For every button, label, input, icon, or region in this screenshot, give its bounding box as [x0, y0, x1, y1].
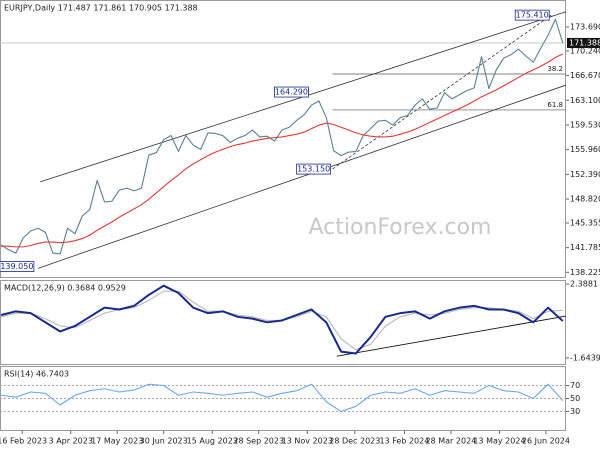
- annotation-label: 164.290: [275, 88, 308, 97]
- x-tick-label: 3 Apr 2023: [49, 437, 93, 446]
- x-tick-label: 28 Dec 2023: [329, 437, 380, 446]
- watermark: ActionForex.com: [309, 215, 492, 240]
- panel-title: RSI(14) 46.7403: [4, 370, 69, 379]
- fib-label: 38.2: [547, 65, 563, 73]
- y-tick-label: 173.690: [570, 23, 600, 32]
- x-tick-label: 28 Sep 2023: [233, 437, 284, 446]
- panel-frame: [0, 0, 566, 278]
- x-tick-label: 15 Aug 2023: [187, 437, 238, 446]
- annotation-label: 153.150: [297, 165, 330, 174]
- series-line: [0, 284, 564, 355]
- annotation-box: [274, 86, 309, 98]
- last-price-box: [567, 37, 600, 48]
- x-tick-label: 13 Feb 2024: [380, 437, 430, 446]
- x-tick-label: 26 Jun 2024: [522, 437, 570, 446]
- series-line: [0, 18, 564, 255]
- y-tick-label: 50: [570, 394, 580, 403]
- y-tick-label: 141.785: [570, 243, 600, 252]
- x-tick-label: 28 Mar 2024: [426, 437, 477, 446]
- x-tick-label: 13 May 2024: [473, 437, 525, 446]
- last-price-label: 171.388: [569, 38, 600, 47]
- y-tick-label: 70: [570, 381, 580, 390]
- annotation-box: [514, 9, 550, 21]
- x-tick-label: 30 Jun 2023: [140, 437, 188, 446]
- panel-frame: [0, 280, 566, 365]
- annotation-box: [296, 163, 332, 175]
- y-tick-label: -1.6439: [570, 353, 600, 362]
- annotation-label: 175.410: [516, 11, 549, 20]
- y-tick-label: 163.100: [570, 96, 600, 105]
- series-line: [1, 53, 564, 248]
- series-line: [0, 383, 564, 413]
- y-tick-label: 166.670: [570, 71, 600, 80]
- y-tick-label: 30: [570, 407, 580, 416]
- x-tick-label: 16 Feb 2023: [0, 437, 47, 446]
- y-tick-label: 138.225: [570, 268, 600, 277]
- panel-title: EURJPY,Daily 171.487 171.861 170.905 171…: [4, 4, 198, 13]
- y-tick-label: 145.355: [570, 218, 600, 227]
- trend-line: [336, 315, 567, 357]
- panel-title: MACD(12,26,9) 0.3684 0.9529: [4, 284, 126, 293]
- y-tick-label: 155.960: [570, 145, 600, 154]
- channel-line: [37, 84, 567, 269]
- y-tick-label: 152.390: [570, 170, 600, 179]
- y-tick-label: 148.820: [570, 195, 600, 204]
- y-tick-label: 2.3881: [570, 280, 598, 289]
- annotation-box: [0, 261, 35, 272]
- y-tick-label: 159.530: [570, 120, 600, 129]
- x-tick-label: 17 May 2023: [91, 437, 143, 446]
- annotation-label: 139.050: [0, 262, 33, 271]
- x-tick-label: 13 Nov 2023: [282, 437, 333, 446]
- y-tick-label: 170.240: [570, 46, 600, 55]
- channel-line: [332, 14, 552, 170]
- fib-label: 61.8: [547, 101, 563, 109]
